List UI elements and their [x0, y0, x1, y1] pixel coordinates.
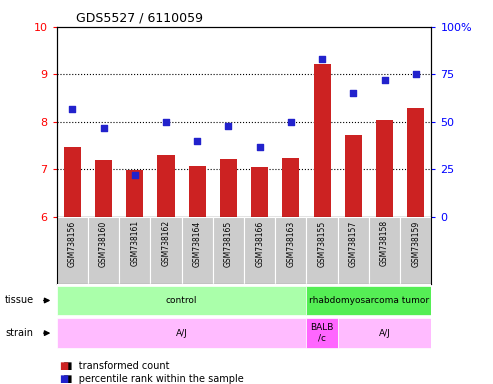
Text: tissue: tissue	[5, 295, 34, 306]
Point	[256, 144, 264, 150]
Text: BALB
/c: BALB /c	[311, 323, 334, 343]
Bar	[150, 217, 181, 284]
Bar	[189, 166, 206, 217]
Bar	[376, 119, 393, 217]
Text: control: control	[166, 296, 197, 305]
Bar	[244, 217, 275, 284]
Bar	[307, 318, 338, 348]
Point	[100, 124, 107, 131]
Bar	[282, 157, 299, 217]
Point	[162, 119, 170, 125]
Text: GDS5527 / 6110059: GDS5527 / 6110059	[76, 12, 204, 25]
Text: ■  transformed count: ■ transformed count	[57, 361, 169, 371]
Text: strain: strain	[5, 328, 33, 338]
Bar	[369, 217, 400, 284]
Bar	[64, 147, 81, 217]
Bar	[119, 217, 150, 284]
Bar	[307, 286, 431, 315]
Text: ■  percentile rank within the sample: ■ percentile rank within the sample	[57, 374, 244, 384]
Point	[224, 122, 232, 129]
Bar	[95, 160, 112, 217]
Point	[318, 56, 326, 62]
Bar	[57, 318, 307, 348]
Bar	[181, 217, 213, 284]
Bar	[57, 217, 88, 284]
Text: GSM738155: GSM738155	[317, 220, 326, 266]
Text: GSM738157: GSM738157	[349, 220, 358, 266]
Text: GSM738156: GSM738156	[68, 220, 77, 266]
Point	[131, 172, 139, 178]
Bar	[220, 159, 237, 217]
Point	[287, 119, 295, 125]
Point	[412, 71, 420, 78]
Text: GSM738164: GSM738164	[193, 220, 202, 266]
Text: GSM738166: GSM738166	[255, 220, 264, 266]
Text: GSM738165: GSM738165	[224, 220, 233, 266]
Text: A/J: A/J	[379, 329, 390, 338]
Point	[69, 106, 76, 112]
Text: GSM738162: GSM738162	[162, 220, 171, 266]
Point	[350, 90, 357, 96]
Bar	[407, 108, 424, 217]
Bar	[88, 217, 119, 284]
Bar	[307, 217, 338, 284]
Point	[381, 77, 388, 83]
Text: rhabdomyosarcoma tumor: rhabdomyosarcoma tumor	[309, 296, 429, 305]
Text: GSM738160: GSM738160	[99, 220, 108, 266]
Bar	[338, 318, 431, 348]
Text: GSM738158: GSM738158	[380, 220, 389, 266]
Point	[193, 138, 201, 144]
Text: GSM738159: GSM738159	[411, 220, 420, 266]
Bar	[126, 170, 143, 217]
Bar	[57, 286, 307, 315]
Bar	[275, 217, 307, 284]
Text: GSM738163: GSM738163	[286, 220, 295, 266]
Bar	[213, 217, 244, 284]
Bar	[314, 64, 331, 217]
Text: GSM738161: GSM738161	[130, 220, 139, 266]
Bar	[338, 217, 369, 284]
Text: A/J: A/J	[176, 329, 187, 338]
Text: ■: ■	[59, 361, 69, 371]
Text: ■: ■	[59, 374, 69, 384]
Bar	[400, 217, 431, 284]
Bar	[157, 155, 175, 217]
Bar	[345, 135, 362, 217]
Bar	[251, 167, 268, 217]
